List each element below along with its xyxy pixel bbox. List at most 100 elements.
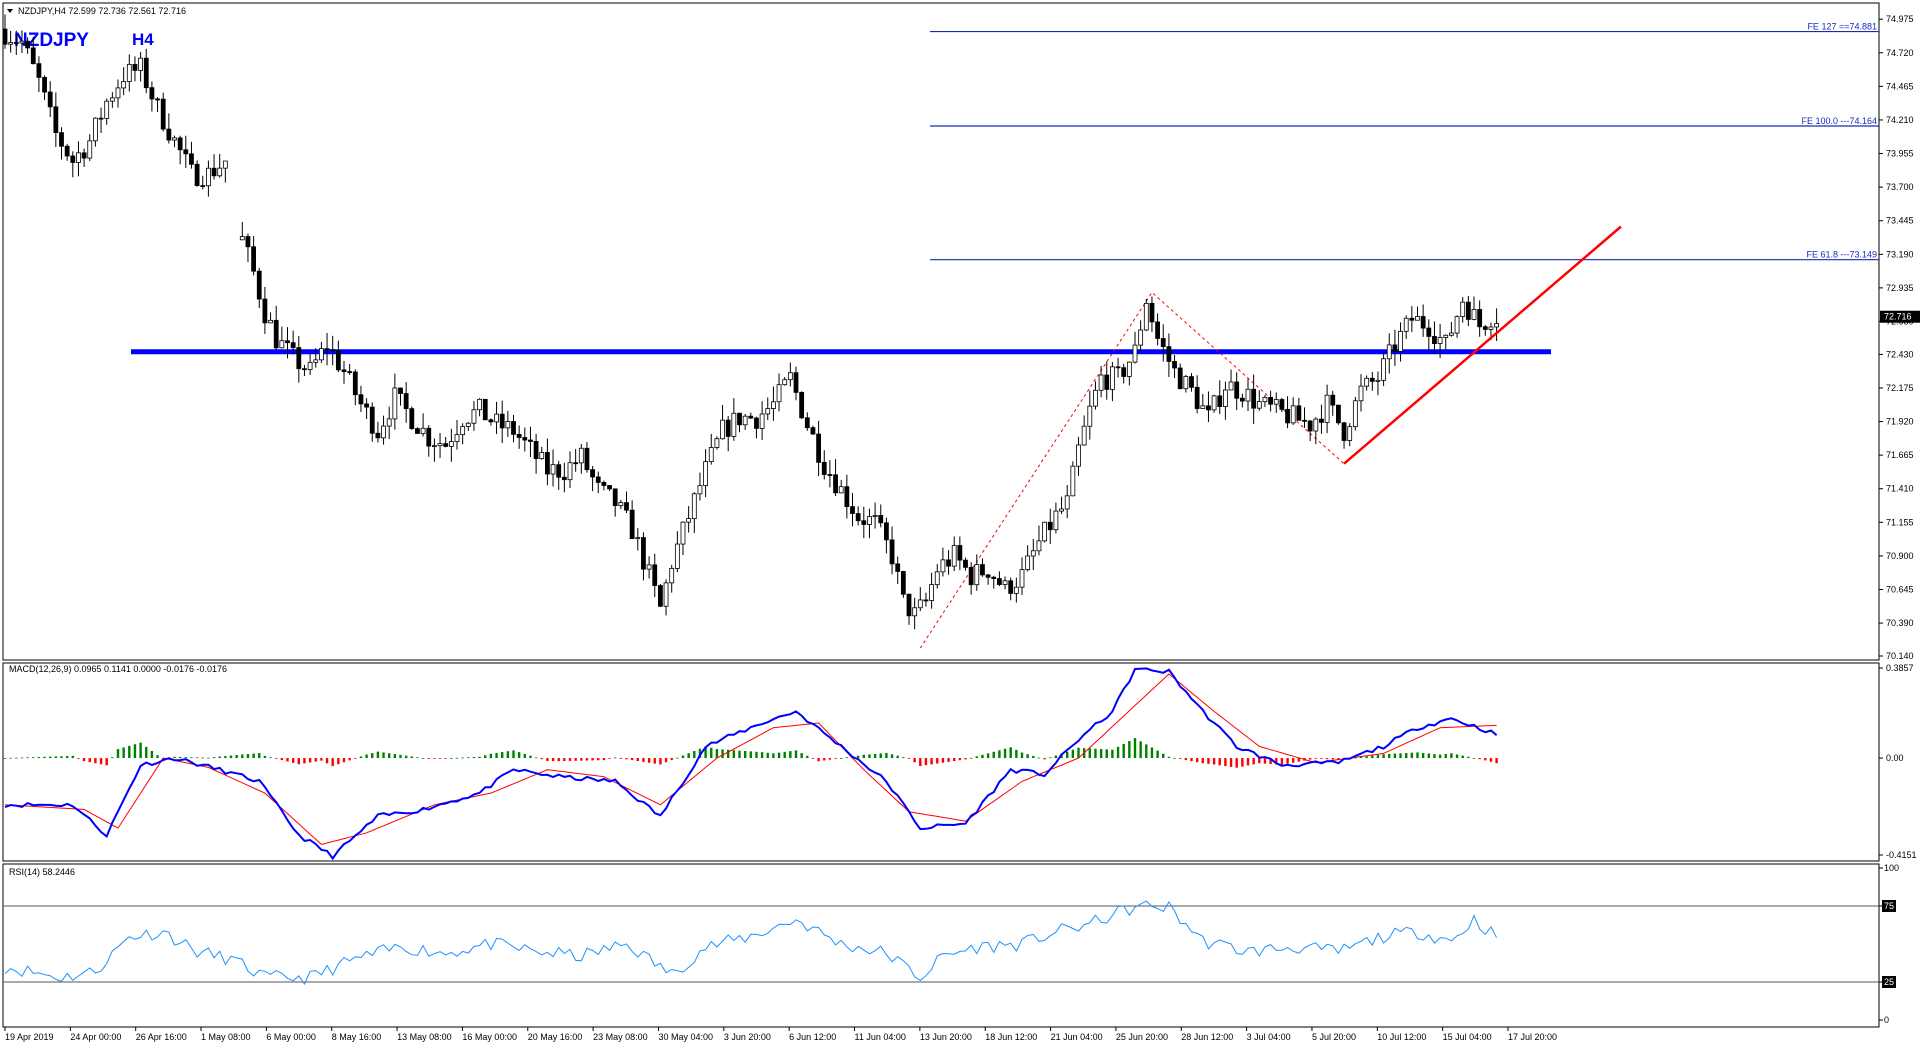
macd-histogram-bar	[1241, 758, 1244, 767]
rsi-y-tick-label: 25	[1884, 977, 1894, 987]
macd-histogram-bar	[156, 755, 159, 759]
candle	[488, 418, 494, 426]
macd-histogram-bar	[710, 747, 713, 759]
macd-histogram-bar	[99, 758, 103, 765]
x-tick-label: 21 Jun 04:00	[1051, 1032, 1103, 1042]
macd-histogram-bar	[252, 753, 255, 759]
macd-histogram-bar	[693, 751, 696, 759]
candle	[1081, 415, 1087, 446]
macd-histogram-bar	[1026, 754, 1029, 759]
candle	[1104, 361, 1110, 400]
fib-triangle-layer[interactable]	[919, 291, 1345, 649]
candle	[674, 531, 680, 573]
macd-layer: 0.3857 0.00 -0.4151	[3, 663, 1917, 861]
candle	[471, 400, 477, 431]
macd-histogram-bar	[1020, 752, 1024, 759]
candle	[505, 410, 511, 437]
candle	[1098, 366, 1104, 398]
x-tick-label: 10 Jul 12:00	[1377, 1032, 1426, 1042]
header-dropdown-icon[interactable]	[7, 9, 13, 13]
macd-histogram-bar	[1376, 754, 1380, 759]
macd-histogram-bar	[195, 757, 199, 759]
y-tick-label: 73.445	[1886, 216, 1914, 226]
macd-histogram-bar	[1444, 753, 1447, 759]
candle	[691, 492, 697, 534]
y-tick-label: 74.465	[1886, 81, 1914, 91]
macd-histogram-bar	[94, 758, 97, 764]
trendline-layer[interactable]	[1343, 225, 1622, 465]
macd-histogram-bar	[433, 758, 436, 759]
candle	[573, 448, 579, 472]
candle	[1443, 334, 1449, 350]
fibonacci-levels[interactable]: FE 127 ==74.881 FE 100.0 ---74.164 FE 61.8…	[930, 22, 1879, 261]
candle	[222, 160, 228, 183]
candle	[900, 570, 906, 598]
candle	[1093, 381, 1098, 410]
y-tick-label: 70.900	[1886, 551, 1914, 561]
macd-histogram-bar	[478, 756, 481, 759]
candle	[1460, 297, 1466, 323]
candle	[392, 373, 398, 430]
macd-histogram-bar	[495, 752, 498, 759]
y-tick-label: 70.645	[1886, 584, 1914, 594]
x-tick-label: 13 Jun 20:00	[920, 1032, 972, 1042]
candle	[528, 426, 533, 458]
macd-histogram-bar	[828, 758, 832, 760]
candle	[245, 233, 251, 263]
candle	[64, 143, 70, 161]
macd-histogram-bar	[630, 758, 634, 761]
candle	[211, 154, 217, 180]
candle	[352, 369, 358, 406]
macd-histogram-bar	[54, 756, 58, 759]
macd-histogram-bar	[444, 758, 447, 759]
macd-histogram-bar	[1201, 758, 1204, 764]
y-tick-label: 73.700	[1886, 182, 1914, 192]
macd-main-line	[4, 667, 1498, 861]
candle	[121, 67, 127, 96]
candle	[1155, 313, 1160, 346]
candle	[1200, 393, 1206, 409]
current-price-label: 72.716	[1884, 312, 1912, 322]
macd-histogram-bar	[1365, 756, 1368, 759]
macd-histogram-bar	[1162, 753, 1165, 759]
y-tick-label: 70.140	[1886, 651, 1914, 661]
macd-histogram-bar	[410, 756, 413, 759]
macd-histogram-bar	[817, 758, 820, 762]
macd-histogram-bar	[280, 758, 284, 761]
candle	[1341, 421, 1347, 449]
macd-histogram-bar	[320, 758, 323, 761]
x-tick-label: 5 Jul 20:00	[1312, 1032, 1356, 1042]
candle	[104, 98, 110, 125]
macd-histogram-bar	[969, 757, 973, 759]
candle	[1437, 323, 1443, 359]
candle	[708, 433, 714, 465]
candle	[448, 428, 454, 462]
candle	[285, 327, 290, 359]
macd-histogram-bar	[992, 751, 995, 759]
candle	[556, 460, 562, 490]
macd-histogram-bar	[489, 753, 493, 759]
chart-header: NZDJPY,H4 72.599 72.736 72.561 72.716	[18, 6, 186, 16]
candle	[155, 97, 160, 113]
x-tick-label: 3 Jul 04:00	[1247, 1032, 1291, 1042]
candle	[731, 398, 737, 441]
macd-histogram-bar	[653, 758, 656, 764]
candle	[652, 553, 658, 598]
ascending-trendline[interactable]	[1343, 225, 1622, 465]
candle	[1110, 361, 1115, 402]
candle	[590, 466, 595, 492]
candle	[98, 107, 104, 133]
candle	[550, 449, 556, 487]
candle	[686, 506, 692, 533]
macd-histogram-bar	[325, 758, 329, 764]
macd-histogram-bar	[1184, 758, 1188, 760]
fib-expansion-triangle[interactable]	[919, 291, 1345, 649]
macd-histogram-bar	[1472, 757, 1476, 759]
macd-histogram-bar	[670, 758, 673, 760]
candle	[420, 413, 426, 437]
macd-histogram-bar	[1105, 749, 1108, 759]
x-tick-label: 20 May 16:00	[528, 1032, 583, 1042]
candle	[980, 558, 985, 577]
candle	[30, 36, 36, 65]
macd-histogram-bar	[26, 757, 29, 759]
